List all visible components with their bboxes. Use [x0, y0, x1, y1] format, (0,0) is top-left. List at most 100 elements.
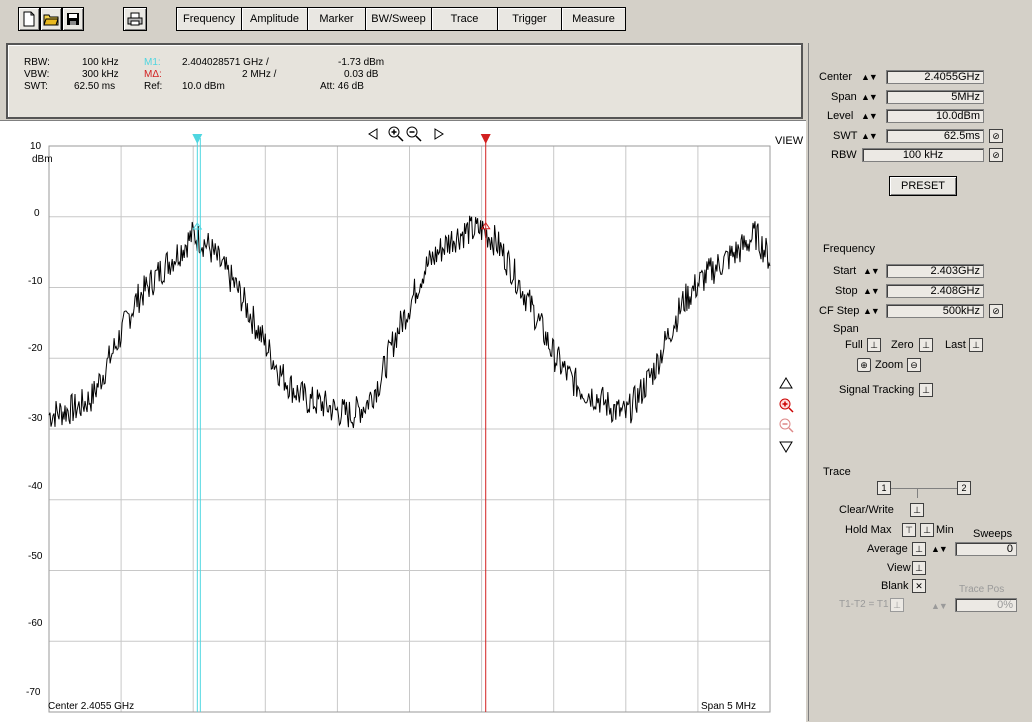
- triangle-down-icon[interactable]: [778, 439, 794, 455]
- span-full-button[interactable]: ⊥: [867, 338, 881, 352]
- print-button[interactable]: [123, 7, 147, 31]
- min-label: Min: [936, 524, 954, 536]
- triangle-right-icon[interactable]: [432, 127, 446, 141]
- span-input[interactable]: 5MHz: [886, 90, 984, 104]
- open-folder-icon: [43, 14, 59, 26]
- ref-value: 10.0 dBm: [182, 81, 225, 92]
- triangle-up-icon[interactable]: [778, 375, 794, 391]
- zero-label: Zero: [891, 339, 914, 351]
- zoom-in-icon[interactable]: [778, 397, 794, 413]
- spectrum-chart[interactable]: [0, 121, 806, 722]
- spectrum-trace: [48, 215, 771, 429]
- sweeps-stepper[interactable]: ▲▼: [931, 544, 948, 554]
- print-icon: [127, 12, 143, 26]
- m1-level: -1.73 dBm: [338, 57, 385, 68]
- view-button[interactable]: ⊥: [912, 561, 926, 575]
- level-label: Level: [827, 110, 854, 122]
- zoom-label: Zoom: [875, 359, 904, 371]
- span-last-button[interactable]: ⊥: [969, 338, 983, 352]
- hold-min-button[interactable]: ⊥: [920, 523, 934, 537]
- swt-stepper[interactable]: ▲▼: [861, 131, 878, 141]
- span-stepper[interactable]: ▲▼: [861, 92, 878, 102]
- y-tick-label: 0: [34, 208, 40, 219]
- t1-t2-button[interactable]: ⊥: [890, 598, 904, 612]
- y-unit-label: dBm: [32, 154, 53, 165]
- cf-step-input[interactable]: 500kHz: [886, 304, 984, 318]
- menu-amplitude[interactable]: Amplitude: [242, 7, 308, 31]
- trace-pos-input[interactable]: 0%: [955, 598, 1017, 612]
- cf-step-label: CF Step: [819, 305, 860, 317]
- zoom-in-icon[interactable]: [388, 126, 404, 142]
- start-stepper[interactable]: ▲▼: [863, 266, 880, 276]
- hold-max-button[interactable]: ⊤: [902, 523, 916, 537]
- span-label: Span 5 MHz: [701, 701, 757, 712]
- blank-label: Blank: [881, 580, 909, 592]
- y-tick-label: -30: [28, 413, 43, 424]
- trace-pos-label: Trace Pos: [959, 584, 1005, 595]
- ref-label: Ref:: [144, 81, 163, 92]
- y-tick-label: 10: [30, 141, 42, 152]
- sweeps-input[interactable]: 0: [955, 542, 1017, 556]
- zoom-out-button[interactable]: ⊖: [907, 358, 921, 372]
- save-icon: [67, 13, 79, 25]
- cf-step-stepper[interactable]: ▲▼: [863, 306, 880, 316]
- stop-input[interactable]: 2.408GHz: [886, 284, 984, 298]
- trace-pos-stepper[interactable]: ▲▼: [931, 601, 948, 611]
- blank-button[interactable]: ✕: [912, 579, 926, 593]
- swt-value: 62.50 ms: [74, 81, 116, 92]
- menu-trace[interactable]: Trace: [432, 7, 498, 31]
- center-stepper[interactable]: ▲▼: [861, 72, 878, 82]
- span-zero-button[interactable]: ⊥: [919, 338, 933, 352]
- start-label: Start: [833, 265, 857, 277]
- average-button[interactable]: ⊥: [912, 542, 926, 556]
- swt-auto-button[interactable]: ⊘: [989, 129, 1003, 143]
- y-tick-label: -60: [28, 618, 43, 629]
- level-input[interactable]: 10.0dBm: [886, 109, 984, 123]
- y-tick-label: -20: [28, 343, 43, 354]
- stop-label: Stop: [835, 285, 858, 297]
- trace-1-button[interactable]: 1: [877, 481, 891, 495]
- y-tick-label: -50: [28, 551, 43, 562]
- new-file-icon: [23, 11, 35, 27]
- stop-stepper[interactable]: ▲▼: [863, 286, 880, 296]
- sweeps-label: Sweeps: [973, 528, 1013, 540]
- zoom-in-button[interactable]: ⊕: [857, 358, 871, 372]
- signal-tracking-button[interactable]: ⊥: [919, 383, 933, 397]
- y-tick-label: -10: [28, 276, 43, 287]
- rbw-select[interactable]: 100 kHz: [862, 148, 984, 162]
- cf-step-auto-button[interactable]: ⊘: [989, 304, 1003, 318]
- trace-2-button[interactable]: 2: [957, 481, 971, 495]
- swt-input[interactable]: 62.5ms: [886, 129, 984, 143]
- center-frequency-label: Center 2.4055 GHz: [48, 701, 135, 712]
- start-input[interactable]: 2.403GHz: [886, 264, 984, 278]
- spectrum-plot[interactable]: 10 dBm 0 -10 -20 -30 -40 -50 -60 -70 Cen…: [0, 120, 806, 722]
- level-stepper[interactable]: ▲▼: [861, 111, 878, 121]
- rbw-auto-button[interactable]: ⊘: [989, 148, 1003, 162]
- clear-write-button[interactable]: ⊥: [910, 503, 924, 517]
- zoom-out-icon[interactable]: [406, 126, 422, 142]
- full-label: Full: [845, 339, 863, 351]
- y-tick-label: -70: [26, 687, 41, 698]
- span-section-title: Span: [833, 323, 859, 335]
- open-button[interactable]: [40, 7, 62, 31]
- m1-label: M1:: [144, 57, 161, 68]
- save-button[interactable]: [62, 7, 84, 31]
- center-input[interactable]: 2.4055GHz: [886, 70, 984, 84]
- rbw-value: 100 kHz: [82, 57, 119, 68]
- menu-marker[interactable]: Marker: [308, 7, 366, 31]
- triangle-left-icon[interactable]: [366, 127, 380, 141]
- preset-button[interactable]: PRESET: [889, 176, 957, 196]
- menu-trigger[interactable]: Trigger: [498, 7, 562, 31]
- average-label: Average: [867, 543, 908, 555]
- vbw-label: VBW:: [24, 69, 50, 80]
- menu-frequency[interactable]: Frequency: [176, 7, 242, 31]
- marker-point: [192, 222, 203, 230]
- y-tick-label: -40: [28, 481, 43, 492]
- menu-measure[interactable]: Measure: [562, 7, 626, 31]
- menu-bw-sweep[interactable]: BW/Sweep: [366, 7, 432, 31]
- new-file-button[interactable]: [18, 7, 40, 31]
- signal-tracking-label: Signal Tracking: [839, 384, 915, 396]
- hold-max-label: Hold Max: [845, 524, 892, 536]
- plot-frame: [48, 145, 771, 713]
- zoom-out-icon[interactable]: [778, 417, 794, 433]
